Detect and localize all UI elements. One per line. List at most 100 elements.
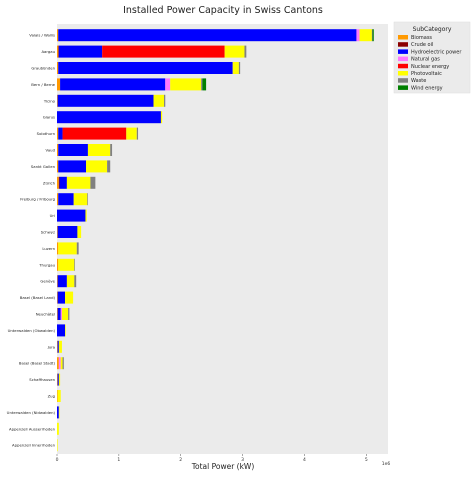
bar-segment: [58, 160, 87, 173]
bar-segment: [58, 144, 88, 156]
bar-segment: [126, 127, 137, 140]
y-tick-label: Appenzell Innerrhoden: [12, 443, 56, 448]
bar-segment: [62, 127, 127, 140]
bar-segment: [371, 29, 373, 42]
chart-title: Installed Power Capacity in Swiss Canton…: [123, 5, 323, 16]
bar-segment: [372, 29, 374, 42]
bar-segment: [57, 144, 59, 156]
bar-segment: [244, 45, 247, 58]
y-tick-label: Basel (Basel Stadt): [19, 361, 56, 366]
bar-segment: [57, 439, 58, 452]
bar-segment: [57, 390, 58, 402]
bar-segment: [90, 176, 96, 189]
y-tick-label: Aargau: [41, 49, 55, 54]
x-tick-label: 2: [179, 457, 182, 463]
legend-swatch: [398, 35, 408, 40]
bar-segment: [110, 144, 113, 156]
bar-segment: [57, 275, 58, 288]
bar-segment: [238, 62, 241, 74]
bar-segment: [224, 45, 245, 58]
y-tick-label: Solothurn: [37, 131, 56, 136]
bar-segment: [87, 193, 88, 206]
bar-segment: [57, 94, 154, 107]
legend-swatch: [398, 42, 408, 47]
y-tick-label: Schwyz: [41, 230, 55, 235]
bar-segment: [58, 176, 60, 189]
bar-segment: [164, 94, 166, 107]
bar-segment: [77, 226, 82, 238]
y-tick-label: Luzern: [42, 246, 55, 251]
bar-segment: [57, 45, 59, 58]
bar-segment: [58, 406, 60, 419]
bar-segment: [57, 226, 58, 238]
bar-segment: [57, 291, 58, 304]
bar-segment: [57, 275, 67, 288]
bar-segment: [356, 29, 360, 42]
bar-segment: [58, 340, 62, 353]
legend-title: SubCategory: [413, 26, 452, 33]
y-tick-label: Graubünden: [31, 66, 55, 71]
bar-segment: [57, 308, 61, 320]
bar-segment: [359, 29, 372, 42]
bar-segment: [57, 160, 59, 173]
x-tick-label: 0: [56, 457, 59, 463]
bar-segment: [57, 29, 59, 42]
y-tick-label: Valais / Wallis: [29, 33, 55, 38]
y-tick-label: Zürich: [43, 180, 56, 185]
bar-segment: [58, 258, 75, 271]
x-tick-label: 3: [241, 457, 244, 463]
y-tick-label: Freiburg / Fribourg: [20, 197, 55, 202]
bar-segment: [57, 258, 59, 271]
bar-segment: [57, 193, 59, 206]
y-tick-label: Unterwalden (Nidwalden): [7, 410, 56, 415]
bar-segment: [202, 78, 207, 91]
bar-segment: [60, 78, 166, 91]
y-tick-label: Bern / Berne: [31, 82, 55, 87]
bar-segment: [57, 242, 59, 255]
y-tick-label: Genève: [40, 279, 55, 284]
x-tick-label: 1: [117, 457, 120, 463]
bar-segment: [58, 242, 77, 255]
legend-swatch: [398, 85, 408, 90]
bar-segment: [68, 308, 70, 320]
bar-segment: [57, 176, 59, 189]
bar-segment: [57, 111, 161, 124]
legend-label: Wind energy: [411, 85, 443, 91]
bar-segment: [201, 78, 203, 91]
legend-swatch: [398, 49, 408, 54]
bar-segment: [57, 406, 59, 419]
bar-segment: [58, 373, 61, 386]
x-tick-labels: 0 1 2 3 4 5: [56, 454, 368, 463]
bar-segment: [76, 242, 79, 255]
bar-segment: [107, 160, 111, 173]
y-tick-label: Vaud: [46, 148, 56, 153]
bar-segment: [136, 127, 139, 140]
bars-group: [57, 29, 374, 452]
bar-segment: [153, 94, 165, 107]
bar-segment: [57, 390, 61, 402]
legend-swatch: [398, 71, 408, 76]
bar-segment: [58, 45, 59, 58]
bar-segment: [86, 160, 108, 173]
bar-segment: [58, 357, 61, 370]
bar-segment: [58, 62, 233, 74]
x-axis-label: Total Power (kW): [191, 462, 255, 471]
bar-segment: [65, 291, 74, 304]
bar-segment: [165, 78, 171, 91]
bar-segment: [87, 144, 111, 156]
legend-swatch: [398, 78, 408, 83]
legend-label: Nuclear energy: [411, 64, 449, 70]
legend-label: Photovoltaic: [411, 71, 442, 77]
y-tick-label: Zug: [48, 394, 56, 399]
bar-segment: [61, 308, 69, 320]
y-tick-label: Thurgau: [38, 262, 55, 267]
bar-segment: [57, 78, 61, 91]
bar-segment: [85, 209, 87, 222]
bar-segment: [58, 29, 357, 42]
bar-segment: [57, 340, 58, 353]
bar-segment: [57, 291, 66, 304]
bar-segment: [66, 275, 75, 288]
bar-segment: [60, 357, 63, 370]
